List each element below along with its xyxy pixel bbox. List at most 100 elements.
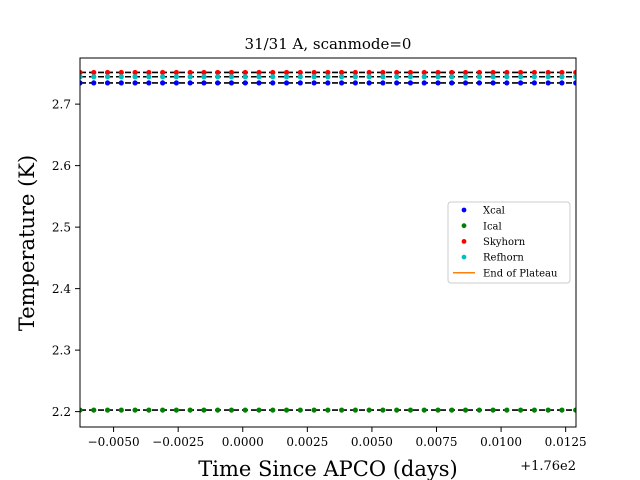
data-point-ical (297, 407, 303, 413)
data-point-xcal (146, 80, 152, 86)
data-point-skyhorn (490, 69, 496, 76)
data-point-xcal (215, 80, 221, 86)
data-point-ical (449, 407, 455, 413)
data-point-ical (339, 407, 345, 413)
data-point-skyhorn (504, 69, 510, 76)
data-point-ical (201, 407, 207, 413)
data-point-skyhorn (559, 69, 565, 76)
data-point-ical (228, 407, 235, 413)
data-point-xcal (449, 80, 455, 86)
x-tick-label: −0.0025 (152, 435, 204, 449)
data-point-xcal (187, 80, 193, 86)
data-point-ical (352, 407, 358, 413)
data-point-refhorn (352, 74, 358, 80)
data-point-ical (394, 407, 400, 413)
data-point-ical (559, 407, 565, 413)
plot-frame (79, 57, 577, 428)
data-point-ical (325, 407, 331, 413)
data-point-skyhorn (366, 69, 372, 76)
data-point-skyhorn (476, 69, 482, 76)
data-point-xcal (504, 80, 510, 86)
data-point-xcal (339, 80, 345, 86)
data-point-skyhorn (339, 69, 345, 76)
data-point-xcal (228, 80, 235, 86)
data-point-skyhorn (311, 69, 317, 76)
data-point-xcal (531, 80, 537, 86)
data-point-skyhorn (421, 69, 427, 76)
data-point-skyhorn (173, 69, 179, 76)
y-axis-label: Temperature (K) (15, 155, 39, 331)
data-point-skyhorn (160, 69, 166, 76)
data-point-xcal (366, 80, 372, 86)
data-point-refhorn (421, 74, 427, 80)
x-tick-label: 0.0000 (222, 435, 264, 449)
data-point-refhorn (462, 74, 469, 80)
data-point-ical (256, 407, 262, 413)
data-point-skyhorn (545, 69, 551, 76)
data-point-refhorn (559, 74, 565, 80)
data-point-refhorn (380, 74, 386, 80)
data-point-skyhorn (462, 69, 469, 76)
data-point-refhorn (504, 74, 510, 80)
data-point-xcal (394, 80, 400, 86)
data-point-ical (283, 407, 290, 413)
y-tick-label: 2.4 (52, 282, 71, 296)
y-tick-label: 2.3 (52, 344, 71, 358)
data-point-xcal (242, 80, 248, 86)
data-point-refhorn (394, 74, 400, 80)
data-point-skyhorn (242, 69, 248, 76)
y-tick-label: 2.5 (52, 221, 71, 235)
x-offset-label: +1.76e2 (520, 459, 576, 474)
data-point-refhorn (476, 74, 482, 80)
data-point-refhorn (132, 74, 138, 80)
data-point-skyhorn (118, 69, 124, 76)
data-point-skyhorn (187, 69, 193, 76)
data-point-skyhorn (297, 69, 303, 76)
data-point-skyhorn (352, 69, 358, 76)
data-point-skyhorn (132, 69, 138, 76)
data-point-ical (91, 407, 97, 413)
data-point-refhorn (325, 74, 331, 80)
y-tick-label: 2.7 (52, 98, 71, 112)
x-tick-label: 0.0050 (351, 435, 393, 449)
data-point-refhorn (311, 74, 317, 80)
data-point-skyhorn (104, 69, 111, 76)
data-point-xcal (462, 80, 469, 86)
data-point-ical (518, 407, 524, 413)
data-point-refhorn (215, 74, 221, 80)
data-point-refhorn (80, 74, 83, 80)
data-point-refhorn (297, 74, 303, 80)
data-point-xcal (297, 80, 303, 86)
x-tick-label: 0.0125 (545, 435, 587, 449)
data-point-xcal (80, 80, 83, 86)
data-point-xcal (104, 80, 111, 86)
data-point-skyhorn (283, 69, 290, 76)
data-point-ical (242, 407, 248, 413)
data-point-xcal (201, 80, 207, 86)
data-point-skyhorn (201, 69, 207, 76)
data-point-refhorn (518, 74, 524, 80)
x-tick-label: −0.0050 (88, 435, 140, 449)
x-axis-label: Time Since APCO (days) (198, 457, 457, 480)
data-point-refhorn (490, 74, 496, 80)
data-point-ical (462, 407, 469, 413)
data-point-refhorn (573, 74, 576, 80)
legend-label: Skyhorn (483, 237, 526, 248)
data-point-refhorn (435, 74, 441, 80)
data-point-ical (311, 407, 317, 413)
data-point-ical (421, 407, 427, 413)
data-point-xcal (435, 80, 441, 86)
data-point-skyhorn (228, 69, 235, 76)
legend-box (447, 201, 571, 284)
data-point-ical (545, 407, 551, 413)
data-point-skyhorn (435, 69, 441, 76)
data-point-ical (187, 407, 193, 413)
legend-marker-ical (461, 223, 467, 229)
data-point-refhorn (270, 74, 276, 80)
legend-marker-xcal (461, 207, 467, 213)
data-point-skyhorn (325, 69, 331, 76)
data-point-ical (104, 407, 111, 413)
legend-marker-refhorn (461, 254, 467, 260)
data-point-ical (573, 407, 576, 413)
